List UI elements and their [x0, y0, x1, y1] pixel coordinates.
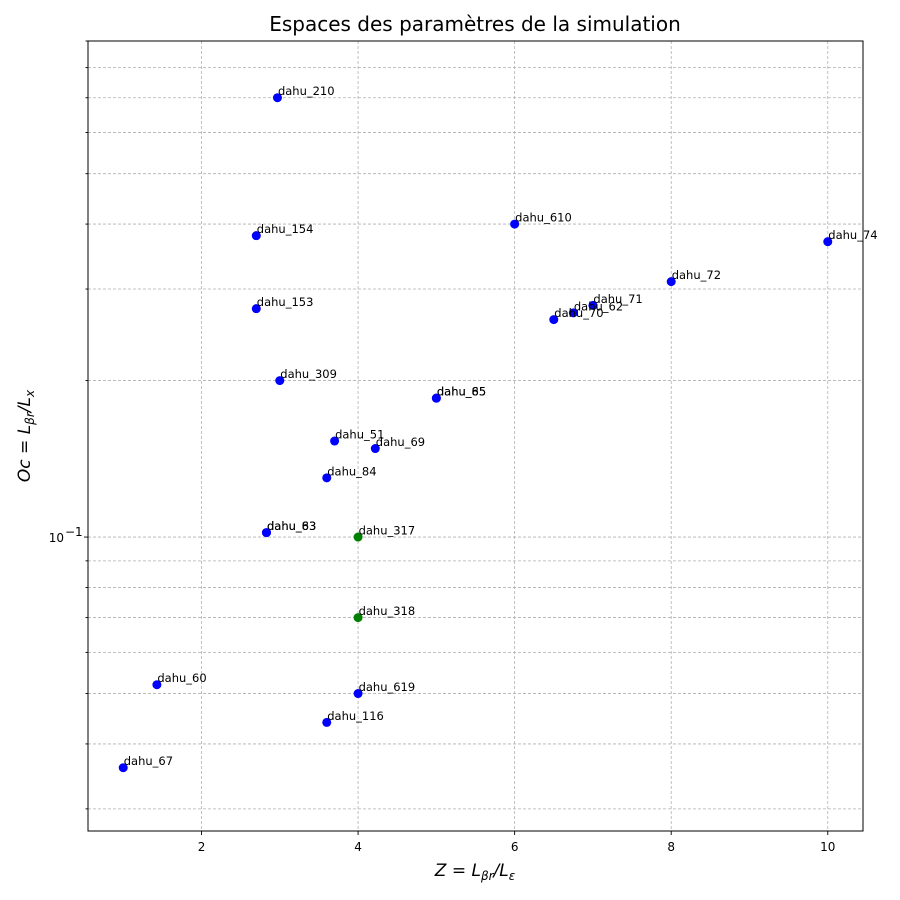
data-label-dahu_83: dahu_83 — [267, 519, 316, 533]
data-label-dahu_610: dahu_610 — [515, 211, 572, 225]
data-label-dahu_72: dahu_72 — [672, 268, 721, 282]
data-label-dahu_67: dahu_67 — [124, 754, 173, 768]
data-label-dahu_65: dahu_65 — [437, 385, 486, 399]
data-point-dahu_60 — [152, 680, 162, 690]
x-tick-label: 4 — [354, 840, 362, 854]
data-point-dahu_70 — [549, 315, 559, 325]
data-label-dahu_69: dahu_69 — [376, 435, 425, 449]
data-label-dahu_309: dahu_309 — [280, 367, 337, 381]
data-label-dahu_71: dahu_71 — [593, 292, 642, 306]
data-label-dahu_51: dahu_51 — [335, 428, 384, 442]
data-point-dahu_153 — [251, 304, 261, 314]
data-label-dahu_116: dahu_116 — [327, 709, 384, 723]
data-label-dahu_70: dahu_70 — [554, 306, 603, 320]
data-point-dahu_63 — [261, 528, 271, 538]
y-tick-label: 10 — [49, 531, 64, 545]
y-axis-label: Oc = Lβr/Lx — [15, 389, 37, 482]
x-tick-label: 6 — [511, 840, 519, 854]
data-point-dahu_610 — [510, 219, 520, 229]
data-point-dahu_72 — [666, 277, 676, 287]
data-point-dahu_71 — [588, 300, 598, 310]
data-point-dahu_84 — [322, 473, 332, 483]
x-tick-label: 2 — [198, 840, 206, 854]
data-point-dahu_210 — [272, 93, 282, 103]
data-label-dahu_60: dahu_60 — [157, 671, 206, 685]
data-label-dahu_153: dahu_153 — [257, 295, 314, 309]
x-tick-label: 8 — [667, 840, 675, 854]
data-point-dahu_318 — [353, 613, 363, 623]
grid — [88, 40, 863, 831]
data-label-dahu_317: dahu_317 — [359, 524, 416, 538]
data-point-dahu_67 — [118, 763, 128, 773]
data-point-dahu_69 — [370, 444, 380, 454]
data-label-dahu_74: dahu_74 — [828, 228, 877, 242]
data-point-dahu_154 — [251, 231, 261, 241]
data-label-dahu_318: dahu_318 — [359, 604, 416, 618]
data-label-dahu_85: dahu_85 — [437, 385, 486, 399]
data-label-dahu_619: dahu_619 — [359, 680, 416, 694]
plot-frame — [87, 40, 864, 832]
chart-title: Espaces des paramètres de la simulation — [269, 12, 681, 36]
data-point-dahu_317 — [353, 532, 363, 542]
data-label-dahu_154: dahu_154 — [257, 222, 314, 236]
data-label-dahu_62: dahu_62 — [574, 299, 623, 313]
data-point-dahu_74 — [823, 237, 833, 247]
data-label-dahu_63: dahu_63 — [267, 519, 316, 533]
data-points: dahu_210 dahu_610 dahu_74 dahu_154 dahu_72da… — [118, 84, 878, 773]
data-point-dahu_62 — [568, 308, 578, 318]
x-tick-label: 10 — [820, 840, 835, 854]
data-point-dahu_65 — [431, 393, 441, 403]
data-label-dahu_210: dahu_210 — [278, 84, 335, 98]
data-point-dahu_51 — [330, 436, 340, 446]
y-tick-label-exponent: −1 — [65, 525, 83, 539]
data-point-dahu_619 — [353, 689, 363, 699]
data-label-dahu_84: dahu_84 — [327, 464, 376, 478]
x-axis-label: Z = Lβr/Lε — [434, 861, 516, 883]
data-point-dahu_116 — [322, 717, 332, 727]
data-point-dahu_309 — [275, 376, 285, 386]
